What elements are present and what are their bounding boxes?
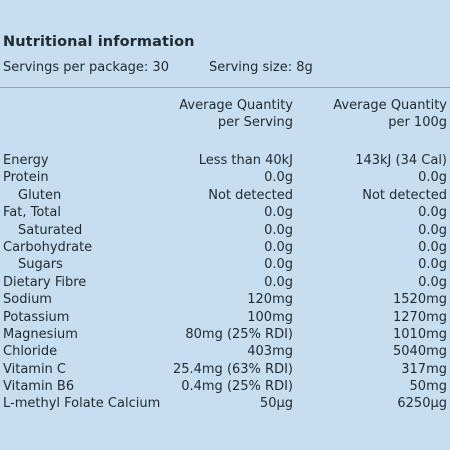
table-row: Saturated 0.0g 0.0g xyxy=(0,222,450,239)
per-serving-value: 0.0g xyxy=(264,222,293,238)
per-serving-value: 0.0g xyxy=(264,205,293,221)
per-serving-value: 50µg xyxy=(259,396,293,412)
nutrient-name: L-methyl Folate Calcium xyxy=(3,396,161,412)
column-header-per-100g-line2: per 100g xyxy=(388,115,447,130)
per-100g-value: 317mg xyxy=(401,361,447,377)
nutrient-name: Fat, Total xyxy=(3,205,61,221)
per-serving-value: 0.4mg (25% RDI) xyxy=(181,379,293,395)
table-row: Fat, Total 0.0g 0.0g xyxy=(0,204,450,221)
table-row: Vitamin C 25.4mg (63% RDI) 317mg xyxy=(0,361,450,378)
per-serving-value: 25.4mg (63% RDI) xyxy=(172,361,293,377)
nutrient-name: Sodium xyxy=(3,292,52,308)
table-row: Protein 0.0g 0.0g xyxy=(0,169,450,186)
per-100g-value: 6250µg xyxy=(397,396,447,412)
nutrient-name: Saturated xyxy=(18,222,83,238)
per-100g-value: 5040mg xyxy=(393,344,447,360)
per-100g-value: 50mg xyxy=(409,379,447,395)
column-header-per-100g-line1: Average Quantity xyxy=(333,98,447,113)
per-serving-value: 0.0g xyxy=(264,274,293,290)
nutrient-name: Vitamin C xyxy=(3,361,67,377)
nutrient-name: Energy xyxy=(3,153,49,168)
per-serving-value: 100mg xyxy=(247,309,293,325)
table-row: Chloride 403mg 5040mg xyxy=(0,343,450,360)
nutrient-name: Gluten xyxy=(18,187,62,203)
per-serving-value: 0.0g xyxy=(264,257,293,273)
nutrient-name: Carbohydrate xyxy=(3,239,93,255)
per-100g-value: 143kJ (34 Cal) xyxy=(355,153,447,168)
per-serving-value: Less than 40kJ xyxy=(198,153,293,168)
per-serving-value: 80mg (25% RDI) xyxy=(185,326,293,342)
header-divider xyxy=(0,87,450,88)
per-100g-value: 1010mg xyxy=(393,326,447,342)
table-row: Dietary Fibre 0.0g 0.0g xyxy=(0,274,450,291)
nutrient-table: Energy Less than 40kJ 143kJ (34 Cal) Pro… xyxy=(0,152,450,413)
table-row: Vitamin B6 0.4mg (25% RDI) 50mg xyxy=(0,378,450,395)
per-serving-value: 403mg xyxy=(247,344,293,360)
panel-title: Nutritional information xyxy=(3,34,195,50)
column-header-per-serving-line2: per Serving xyxy=(217,115,293,130)
per-100g-value: Not detected xyxy=(362,187,447,203)
table-row: L-methyl Folate Calcium 50µg 6250µg xyxy=(0,395,450,412)
nutrient-name: Sugars xyxy=(18,257,63,273)
per-100g-value: 0.0g xyxy=(418,257,447,273)
per-100g-value: 1520mg xyxy=(393,292,447,308)
column-header-per-serving: Average Quantity per Serving xyxy=(179,97,293,131)
nutrient-name: Dietary Fibre xyxy=(3,274,87,290)
per-100g-value: 0.0g xyxy=(418,205,447,221)
nutrient-name: Potassium xyxy=(3,309,70,325)
servings-per-package: Servings per package: 30 xyxy=(3,60,169,75)
per-serving-value: 0.0g xyxy=(264,170,293,186)
nutrient-name: Vitamin B6 xyxy=(3,379,75,395)
table-row: Potassium 100mg 1270mg xyxy=(0,309,450,326)
table-row: Magnesium 80mg (25% RDI) 1010mg xyxy=(0,326,450,343)
per-serving-value: Not detected xyxy=(208,187,293,203)
per-100g-value: 0.0g xyxy=(418,239,447,255)
column-header-per-serving-line1: Average Quantity xyxy=(179,98,293,113)
serving-size: Serving size: 8g xyxy=(209,60,313,75)
per-100g-value: 1270mg xyxy=(393,309,447,325)
table-row: Gluten Not detected Not detected xyxy=(0,187,450,204)
per-serving-value: 0.0g xyxy=(264,239,293,255)
nutrient-name: Chloride xyxy=(3,344,58,360)
column-header-per-100g: Average Quantity per 100g xyxy=(333,97,447,131)
nutrient-name: Protein xyxy=(3,170,49,186)
table-row: Carbohydrate 0.0g 0.0g xyxy=(0,239,450,256)
table-row: Sugars 0.0g 0.0g xyxy=(0,256,450,273)
nutrient-name: Magnesium xyxy=(3,326,78,342)
per-100g-value: 0.0g xyxy=(418,274,447,290)
table-row: Energy Less than 40kJ 143kJ (34 Cal) xyxy=(0,152,450,169)
per-serving-value: 120mg xyxy=(247,292,293,308)
per-100g-value: 0.0g xyxy=(418,222,447,238)
per-100g-value: 0.0g xyxy=(418,170,447,186)
table-row: Sodium 120mg 1520mg xyxy=(0,291,450,308)
